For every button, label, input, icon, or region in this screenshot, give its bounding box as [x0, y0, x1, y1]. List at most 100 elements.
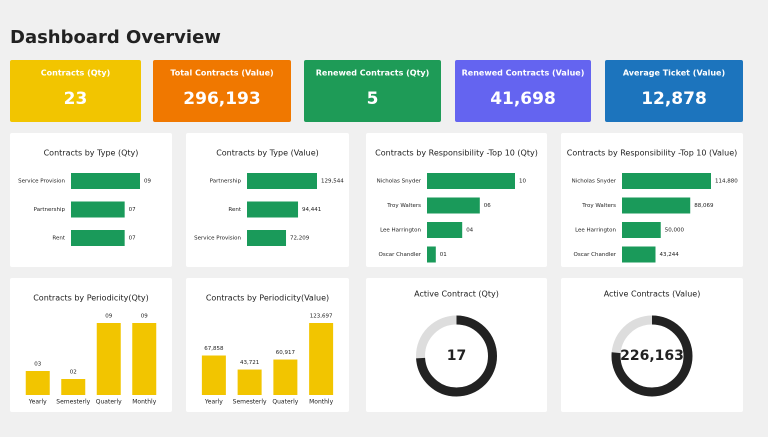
chart-card: Contracts by Type (Value) Partnership 129,… — [186, 133, 349, 267]
kpi-title: Renewed Contracts (Value) — [462, 69, 585, 78]
category-label: Nicholas Snyder — [572, 179, 617, 185]
category-label: Troy Walters — [581, 203, 616, 209]
category-label: Rent — [52, 236, 65, 242]
bar — [427, 173, 515, 189]
kpi-title: Average Ticket (Value) — [623, 69, 725, 78]
value-label: 94,441 — [302, 207, 321, 213]
bar — [309, 323, 334, 395]
kpi-value: 23 — [64, 89, 88, 109]
value-label: 02 — [70, 370, 77, 376]
category-label: Oscar Chandler — [574, 252, 617, 258]
chart-title: Contracts by Periodicity(Value) — [206, 294, 329, 303]
value-label: 09 — [141, 314, 148, 320]
kpi-title: Contracts (Qty) — [41, 69, 111, 78]
value-label: 04 — [466, 228, 473, 234]
bar — [622, 173, 711, 189]
value-label: 129,544 — [321, 179, 344, 185]
bar — [622, 197, 691, 214]
bar — [273, 359, 298, 395]
category-label: Yearly — [28, 399, 47, 406]
value-label: 67,858 — [204, 346, 224, 352]
chart-card: Contracts by Responsibility -Top 10 (Val… — [561, 133, 743, 267]
kpi-value: 296,193 — [183, 89, 260, 109]
category-label: Service Provision — [18, 179, 65, 185]
bar — [427, 246, 436, 263]
chart-card: Active Contracts (Value) 226,163 — [561, 278, 743, 412]
category-label: Lee Harrington — [575, 228, 616, 234]
chart-title: Contracts by Periodicity(Qty) — [33, 294, 149, 303]
kpi-background — [10, 60, 141, 122]
value-label: 06 — [484, 203, 491, 209]
bar — [132, 323, 157, 395]
category-label: Troy Walters — [386, 203, 421, 209]
bar — [247, 201, 299, 218]
donut-value: 17 — [447, 348, 466, 364]
kpi-title: Total Contracts (Value) — [170, 69, 273, 78]
kpi-background — [455, 60, 591, 122]
card-background — [366, 278, 547, 412]
chart-title: Active Contracts (Value) — [604, 290, 701, 299]
value-label: 01 — [440, 252, 447, 258]
category-label: Rent — [228, 207, 241, 213]
kpi-background — [153, 60, 291, 122]
bar — [427, 197, 480, 214]
kpi-card: Renewed Contracts (Qty) 5 — [304, 60, 441, 122]
donut-arc — [416, 315, 497, 397]
kpi-card: Renewed Contracts (Value) 41,698 — [455, 60, 591, 122]
kpi-card: Contracts (Qty) 23 — [10, 60, 141, 122]
bar — [25, 371, 50, 395]
chart-card: Contracts by Type (Qty) Service Provision… — [10, 133, 172, 267]
chart-card: Contracts by Periodicity(Value) 67,858 Yea… — [186, 278, 349, 412]
donut-arc — [611, 315, 693, 397]
donut-value: 226,163 — [620, 348, 684, 364]
bar — [237, 369, 262, 395]
chart-card: Active Contract (Qty) 17 — [366, 278, 547, 412]
bar — [71, 173, 140, 189]
value-label: 123,697 — [310, 314, 333, 320]
value-label: 09 — [144, 179, 151, 185]
bar — [61, 379, 86, 395]
bar — [96, 323, 121, 395]
category-label: Semesterly — [56, 399, 90, 406]
category-label: Semesterly — [233, 399, 267, 406]
kpi-background — [605, 60, 743, 122]
bar — [247, 230, 287, 246]
category-label: Quaterly — [96, 399, 122, 406]
card-background — [10, 278, 172, 412]
value-label: 50,000 — [665, 228, 685, 234]
bar — [427, 222, 463, 238]
card-background — [561, 278, 743, 412]
bar — [201, 355, 226, 395]
value-label: 43,721 — [240, 360, 259, 366]
value-label: 10 — [519, 179, 526, 185]
category-label: Monthly — [309, 399, 333, 406]
value-label: 60,917 — [276, 350, 296, 356]
value-label: 72,209 — [290, 236, 310, 242]
value-label: 07 — [129, 207, 136, 213]
bar — [71, 230, 125, 246]
chart-title: Contracts by Type (Qty) — [44, 149, 139, 158]
value-label: 03 — [34, 362, 41, 368]
category-label: Quaterly — [272, 399, 298, 406]
category-label: Service Provision — [194, 236, 241, 242]
bar — [622, 246, 656, 263]
category-label: Monthly — [132, 399, 156, 406]
category-label: Partnership — [34, 207, 66, 213]
bar — [247, 173, 317, 189]
category-label: Oscar Chandler — [379, 252, 422, 258]
card-background — [186, 278, 349, 412]
kpi-value: 5 — [367, 89, 379, 109]
kpi-value: 12,878 — [641, 89, 707, 109]
category-label: Lee Harrington — [380, 228, 421, 234]
card-background — [186, 133, 349, 267]
chart-title: Contracts by Type (Value) — [216, 149, 319, 158]
value-label: 88,069 — [694, 203, 714, 209]
value-label: 09 — [105, 314, 112, 320]
category-label: Yearly — [204, 399, 223, 406]
kpi-value: 41,698 — [490, 89, 556, 109]
value-label: 114,880 — [715, 179, 738, 185]
kpi-card: Total Contracts (Value) 296,193 — [153, 60, 291, 122]
chart-title: Active Contract (Qty) — [414, 290, 499, 299]
